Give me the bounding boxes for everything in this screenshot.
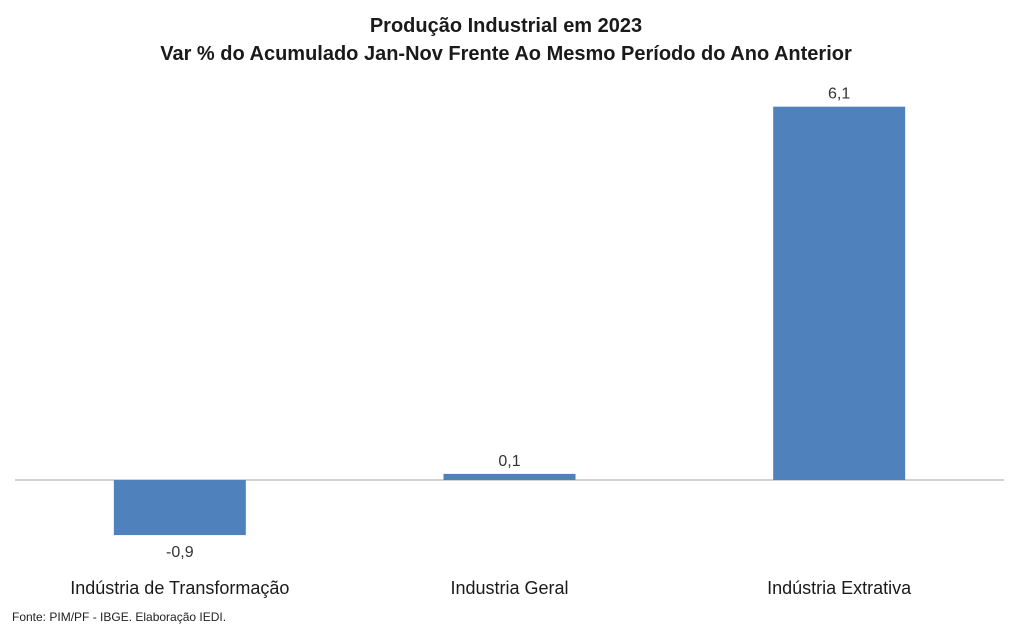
data-label-0: -0,9 bbox=[166, 544, 194, 561]
chart-title: Produção Industrial em 2023 bbox=[369, 15, 643, 37]
source-note: Fonte: PIM/PF - IBGE. Elaboração IEDI. bbox=[12, 610, 227, 624]
category-label-1: Industria Geral bbox=[450, 578, 568, 598]
bar-2 bbox=[773, 106, 906, 481]
bar-1 bbox=[443, 473, 576, 480]
bar-0 bbox=[113, 480, 246, 536]
chart-title-block: Produção Industrial em 2023 Var % do Acu… bbox=[0, 12, 1012, 68]
data-label-2: 6,1 bbox=[828, 86, 850, 103]
data-label-1: 0,1 bbox=[498, 453, 520, 470]
category-label-2: Indústria Extrativa bbox=[767, 578, 912, 598]
chart-subtitle: Var % do Acumulado Jan-Nov Frente Ao Mes… bbox=[160, 43, 852, 65]
category-label-0: Indústria de Transformação bbox=[70, 578, 289, 598]
